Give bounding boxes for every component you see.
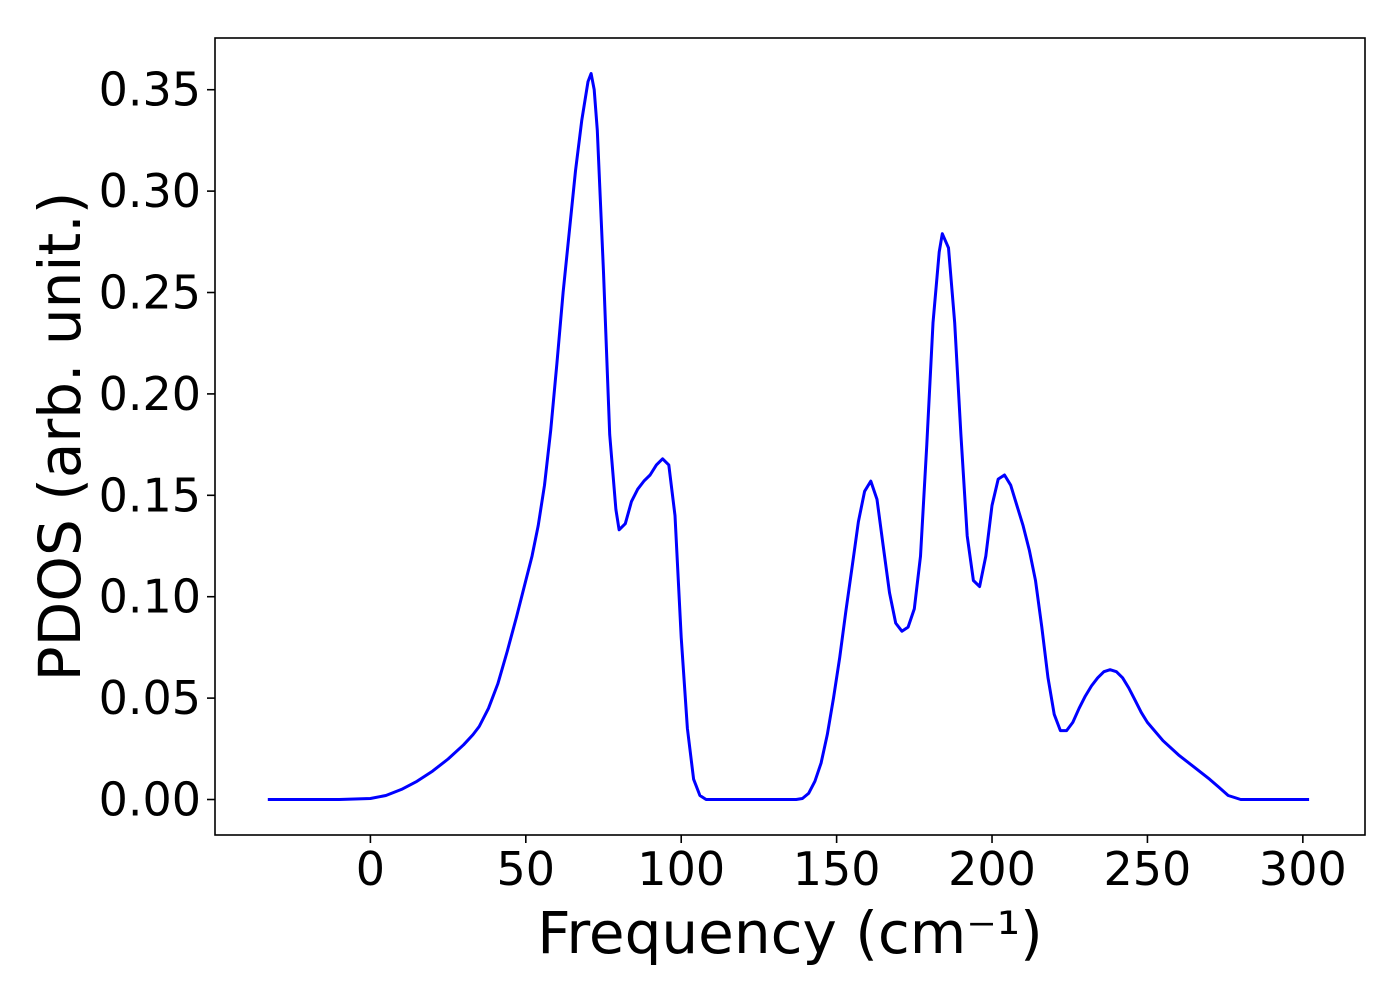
x-tick-label: 300 — [1259, 842, 1347, 896]
y-tick-label: 0.00 — [99, 773, 201, 827]
y-axis-ticks: 0.00 0.05 0.10 0.15 0.20 0.25 0.30 0.35 — [99, 63, 215, 827]
x-tick-label: 50 — [497, 842, 556, 896]
y-tick-label: 0.25 — [99, 266, 201, 320]
x-tick-label: 150 — [793, 842, 881, 896]
y-axis-title: PDOS (arb. unit.) — [26, 192, 94, 682]
x-axis-title: Frequency (cm⁻¹) — [537, 899, 1043, 967]
x-tick-label: 0 — [356, 842, 385, 896]
x-tick-label: 200 — [948, 842, 1036, 896]
y-tick-label: 0.30 — [99, 164, 201, 218]
x-tick-label: 250 — [1104, 842, 1192, 896]
plot-frame — [214, 37, 1366, 836]
series-layer — [267, 72, 1310, 801]
x-axis-ticks: 0 50 100 150 200 250 300 — [356, 835, 1347, 896]
pdos-series-line — [267, 72, 1310, 801]
y-tick-label: 0.15 — [99, 468, 201, 522]
y-tick-label: 0.20 — [99, 367, 201, 421]
y-tick-label: 0.35 — [99, 63, 201, 117]
x-tick-label: 100 — [637, 842, 725, 896]
y-tick-label: 0.05 — [99, 671, 201, 725]
y-tick-label: 0.10 — [99, 570, 201, 624]
